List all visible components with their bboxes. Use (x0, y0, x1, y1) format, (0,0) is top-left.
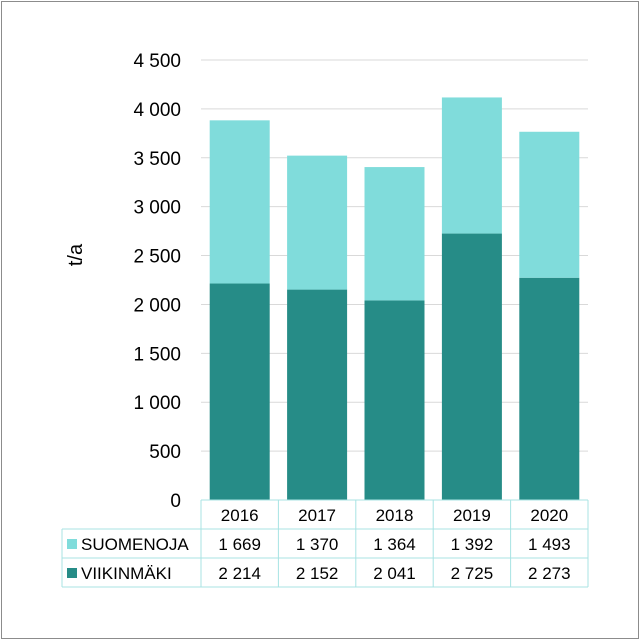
y-tick-label: 0 (170, 491, 181, 512)
y-tick-label: 2 500 (133, 247, 181, 268)
legend-label: SUOMENOJA (81, 535, 189, 554)
table-value: 1 364 (373, 535, 416, 554)
bar-suomenoja-2016 (209, 120, 270, 284)
bar-suomenoja-2018 (364, 167, 425, 301)
legend-swatch (67, 539, 77, 549)
x-tick-label: 2020 (530, 506, 568, 525)
y-tick-label: 1 000 (133, 393, 181, 414)
y-axis: 0 500 1 000 1 500 2 000 2 500 3 000 3 500 4 000 4… (133, 51, 181, 512)
table-value: 2 041 (373, 564, 416, 583)
bar-viikinm-ki-2017 (287, 289, 348, 500)
x-tick-label: 2019 (453, 506, 491, 525)
table-value: 1 493 (528, 535, 571, 554)
bars (209, 97, 580, 501)
bar-viikinm-ki-2016 (209, 283, 270, 500)
bar-viikinm-ki-2018 (364, 300, 425, 500)
y-axis-label: t/a (65, 243, 87, 266)
y-tick-label: 1 500 (133, 344, 181, 365)
x-tick-label: 2017 (298, 506, 336, 525)
bar-suomenoja-2019 (441, 97, 502, 234)
table-value: 2 725 (451, 564, 494, 583)
table-value: 1 370 (296, 535, 339, 554)
table-value: 2 273 (528, 564, 571, 583)
bar-suomenoja-2017 (287, 155, 348, 290)
table-value: 1 669 (218, 535, 261, 554)
y-tick-label: 2 000 (133, 295, 181, 316)
table-value: 2 214 (218, 564, 261, 583)
table-value: 2 152 (296, 564, 339, 583)
legend-swatch (67, 568, 77, 578)
y-tick-label: 3 500 (133, 149, 181, 170)
x-tick-label: 2016 (221, 506, 259, 525)
bar-suomenoja-2020 (519, 131, 580, 278)
bar-viikinm-ki-2020 (519, 277, 580, 500)
x-tick-label: 2018 (376, 506, 414, 525)
y-tick-label: 4 000 (133, 100, 181, 121)
data-table: 2016 2017 2018 2019 2020 SUOMENOJA 1 669 1 370 1… (61, 499, 589, 588)
y-tick-label: 4 500 (133, 51, 181, 72)
y-tick-label: 500 (149, 442, 181, 463)
bar-viikinm-ki-2019 (441, 233, 502, 501)
legend-label: VIIKINMÄKI (81, 564, 172, 583)
table-value: 1 392 (451, 535, 494, 554)
y-tick-label: 3 000 (133, 198, 181, 219)
